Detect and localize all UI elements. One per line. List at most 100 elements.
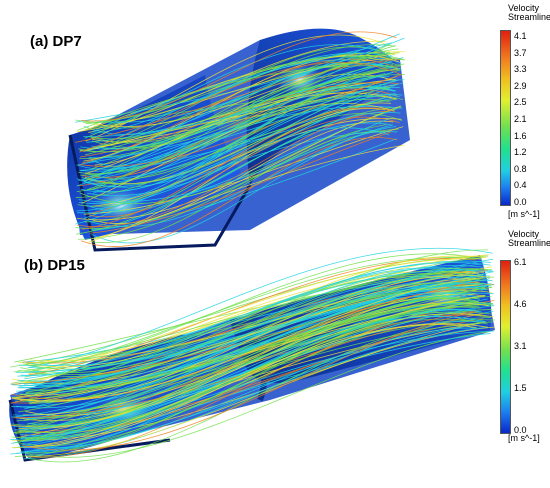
legend-b-tick-label: 0.0: [514, 425, 527, 435]
panel-b-streamline: [15, 318, 484, 433]
legend-b-colorbar: [500, 260, 511, 434]
panel-a-streamline: [81, 107, 395, 230]
panel-b-streamline: [11, 286, 486, 418]
panel-a-streamline: [92, 42, 392, 133]
panel-a-streamlines: [74, 31, 406, 248]
panel-b-streamline: [29, 314, 486, 458]
legend-a-subtitle: Streamline: [508, 12, 550, 22]
panel-a-streamline: [84, 95, 404, 192]
legend-a-tick-label: 2.5: [514, 97, 527, 108]
panel-a-streamline: [84, 113, 403, 223]
panel-a-streamline: [85, 111, 401, 212]
panel-b-streamline: [16, 294, 480, 409]
panel-a-streamline: [94, 44, 393, 132]
legend-a-title: Velocity: [508, 3, 540, 13]
panel-b-streamline: [10, 265, 484, 387]
panel-b-streamline: [18, 294, 486, 430]
panel-a-label: (a) DP7: [30, 33, 82, 50]
panel-b-streamline: [23, 310, 494, 460]
panel-a-streamline: [91, 138, 397, 232]
panel-b-streamline: [28, 286, 493, 391]
panel-a-streamline: [79, 69, 401, 153]
panel-a-streamline: [76, 110, 390, 228]
legend-a-unit: [m s^-1]: [508, 209, 540, 219]
panel-a-streamline: [76, 98, 397, 193]
panel-b-streamline: [13, 297, 478, 434]
legend-a-colorbar: [500, 30, 511, 206]
panel-b-streamline: [18, 262, 491, 387]
legend-b-tick-label: 4.6: [514, 299, 527, 309]
panel-a-streamline: [90, 118, 402, 207]
legend-a-tick-label: 0.4: [514, 180, 527, 191]
panel-a-streamline: [81, 31, 397, 122]
panel-a-streamline: [74, 58, 401, 143]
panel-b-streamlines: [9, 247, 495, 463]
legend-a-tick-label: 4.1: [514, 31, 527, 41]
panel-a-streamline: [89, 131, 392, 234]
panel-b-streamline: [25, 305, 480, 439]
panel-a-streamline: [86, 75, 398, 150]
panel-a-streamline: [78, 117, 391, 203]
legend-b-tick-label: 3.1: [514, 341, 527, 351]
panel-b-streamline: [15, 279, 489, 373]
legend-a-tick-label: 2.9: [514, 80, 527, 91]
panel-a-streamline: [76, 79, 399, 188]
panel-b-streamline: [25, 331, 491, 458]
legend-b-unit: [m s^-1]: [508, 433, 540, 443]
panel-b-label: (b) DP15: [24, 257, 85, 274]
panel-b-streamline: [21, 327, 477, 449]
panel-a-streamline: [76, 105, 401, 221]
panel-b-streamline: [13, 292, 479, 431]
panel-a-streamline: [89, 85, 387, 182]
legend-b-tick-label: 6.1: [514, 257, 527, 267]
panel-a-streamline: [80, 73, 386, 176]
legend-b-title: Velocity: [508, 229, 540, 239]
panel-b-streamline: [19, 311, 493, 442]
panel-b-streamline: [25, 306, 481, 454]
panel-b-streamline: [24, 269, 494, 380]
panel-b-streamline: [24, 333, 491, 453]
legend-a: Velocity Streamline 4.1 3.7 3.3 2.9 2.5 2.1 1.…: [500, 4, 550, 224]
legend-a-tick-label: 1.6: [514, 130, 527, 141]
panel-a-streamline: [88, 144, 404, 243]
panel-a-streamline: [76, 94, 398, 212]
panel-b-streamline: [11, 274, 492, 402]
panel-b-streamline: [25, 326, 495, 458]
panel-a-streamline: [79, 62, 400, 153]
panel-b-streamline: [28, 319, 495, 463]
panel-a-streamline: [79, 74, 403, 167]
legend-a-tick-label: 0.0: [514, 197, 527, 207]
panel-b-streamline: [18, 255, 487, 368]
panel-a-streamline: [94, 33, 400, 123]
panel-b-streamline: [28, 295, 479, 404]
panel-a-streamline: [80, 137, 398, 248]
panel-a-streamline: [88, 124, 394, 227]
panel-a-streamline: [78, 82, 404, 182]
panel-b-streamline: [12, 288, 487, 398]
panel-a-streamline: [88, 120, 394, 225]
panel-a-edge: [68, 134, 252, 252]
panel-a-streamline: [80, 46, 396, 152]
panel-b-streamline: [19, 316, 487, 446]
panel-b-streamline: [22, 311, 477, 451]
panel-b-streamline: [27, 247, 493, 369]
panel-a-streamline: [93, 52, 399, 128]
panel-a-streamline: [90, 45, 396, 144]
panel-a-streamline: [83, 71, 394, 138]
panel-a-streamline: [91, 95, 391, 190]
legend-a-tick-label: 1.2: [514, 147, 527, 158]
panel-b-streamline: [29, 270, 485, 362]
panel-b-streamline: [26, 273, 481, 393]
panel-b-streamline: [13, 310, 477, 419]
panel-a-streamline: [77, 86, 389, 207]
panel-b-streamline: [19, 281, 492, 385]
panel-a-streamline: [79, 82, 399, 158]
panel-a-streamline: [91, 126, 397, 244]
panel-a-streamline: [83, 131, 398, 219]
panel-b-streamline: [12, 304, 487, 438]
legend-b: Velocity Streamline 6.1 4.6 3.1 1.5 0.0 [m s…: [500, 230, 550, 450]
panel-a-streamline: [91, 59, 394, 149]
panel-b-edge: [8, 399, 171, 462]
panel-b-streamline: [11, 313, 494, 448]
